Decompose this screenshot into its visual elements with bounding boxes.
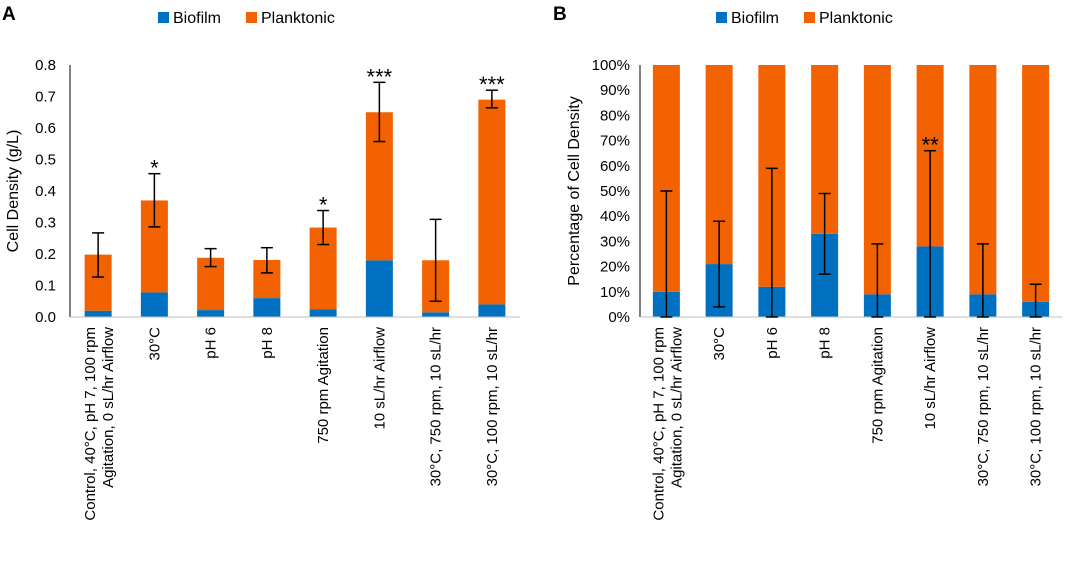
x-category-label-line: 30°C, 100 rpm, 10 sL/hr [484,327,501,486]
bar-biofilm [197,310,225,317]
x-category-label: pH 6 [203,327,220,359]
bar-planktonic [478,99,506,305]
panel-a: A Biofilm Planktonic Cell Density (g/L) 0.0 0… [2,4,520,521]
bar-biofilm [309,309,337,317]
x-category-label: 750 rpm Agitation [869,327,886,444]
y-axis-title: Percentage of Cell Density [566,96,583,285]
y-tick-label: 0.5 [35,152,56,169]
x-category-label-line: Control, 40°C, pH 7, 100 rpm [82,327,99,521]
y-tick-label: 0.7 [35,89,56,106]
y-tick-label: 50% [600,183,630,200]
legend-swatch-planktonic [246,12,257,23]
x-category-label: pH 8 [259,327,276,359]
x-category-label-line: 30°C [711,327,728,361]
significance-marker: ** [922,133,940,158]
x-category-label-line: Agitation, 0 sL/hr Airflow [668,327,685,488]
y-tick-label: 20% [600,259,630,276]
x-category-label-line: pH 6 [764,327,781,359]
y-tick-label: 0.3 [35,215,56,232]
bar-biofilm [84,310,112,317]
x-category-label: 30°C, 750 rpm, 10 sL/hr [428,327,445,486]
y-tick-label: 40% [600,208,630,225]
y-tick-label: 0.4 [35,183,56,200]
y-tick-label: 80% [600,107,630,124]
x-category-label: 30°C, 100 rpm, 10 sL/hr [484,327,501,486]
y-tick-label: 60% [600,158,630,175]
x-category-label: pH 6 [764,327,781,359]
y-tick-label: 0.0 [35,309,56,326]
bar-biofilm [140,292,168,317]
x-category-label-line: 10 sL/hr Airflow [371,327,388,430]
x-category-label-line: 10 sL/hr Airflow [922,327,939,430]
x-category-label-line: Control, 40°C, pH 7, 100 rpm [650,327,667,521]
panel-label: A [2,4,16,25]
x-category-label-line: 30°C [146,327,163,361]
x-category-label-line: pH 8 [817,327,834,359]
bar-biofilm [478,304,506,317]
x-category-label: pH 8 [817,327,834,359]
bar-biofilm [253,298,281,317]
x-category-label: 30°C [711,327,728,361]
x-category-label-line: 30°C, 750 rpm, 10 sL/hr [428,327,445,486]
x-category-label-line: pH 6 [203,327,220,359]
y-tick-label: 10% [600,284,630,301]
bar-biofilm [422,312,450,317]
x-category-label-line: 750 rpm Agitation [315,327,332,444]
y-tick-label: 0.2 [35,246,56,263]
legend-label-biofilm: Biofilm [173,10,221,27]
x-category-label: Control, 40°C, pH 7, 100 rpmAgitation, 0… [650,327,685,521]
panel-label: B [553,4,567,25]
significance-marker: *** [367,64,393,89]
x-category-label: Control, 40°C, pH 7, 100 rpmAgitation, 0… [82,327,117,521]
x-category-label: 30°C [146,327,163,361]
bar-planktonic [1022,65,1050,302]
x-category-label: 30°C, 750 rpm, 10 sL/hr [975,327,992,486]
significance-marker: * [319,193,328,218]
y-tick-label: 100% [592,57,630,74]
y-tick-label: 0% [608,309,630,326]
significance-marker: *** [479,72,505,97]
legend-label-biofilm: Biofilm [731,10,779,27]
y-tick-label: 30% [600,233,630,250]
x-category-label-line: 750 rpm Agitation [869,327,886,444]
y-axis-title: Cell Density (g/L) [5,130,22,253]
x-category-label: 750 rpm Agitation [315,327,332,444]
bar-biofilm [365,260,393,317]
significance-marker: * [150,156,159,181]
x-category-label: 10 sL/hr Airflow [922,327,939,430]
x-category-label: 30°C, 100 rpm, 10 sL/hr [1028,327,1045,486]
legend-label-planktonic: Planktonic [261,10,335,27]
legend-swatch-biofilm [158,12,169,23]
x-category-label-line: 30°C, 100 rpm, 10 sL/hr [1028,327,1045,486]
x-category-label-line: Agitation, 0 sL/hr Airflow [100,327,117,488]
legend-swatch-biofilm [716,12,727,23]
y-tick-label: 90% [600,82,630,99]
x-category-label-line: pH 8 [259,327,276,359]
x-category-label: 10 sL/hr Airflow [371,327,388,430]
legend-swatch-planktonic [804,12,815,23]
panel-b: B Biofilm Planktonic Percentage of Cell Den… [553,4,1062,521]
y-tick-label: 70% [600,133,630,150]
y-tick-label: 0.6 [35,120,56,137]
y-tick-label: 0.1 [35,278,56,295]
y-tick-label: 0.8 [35,57,56,74]
legend-label-planktonic: Planktonic [819,10,893,27]
x-category-label-line: 30°C, 750 rpm, 10 sL/hr [975,327,992,486]
